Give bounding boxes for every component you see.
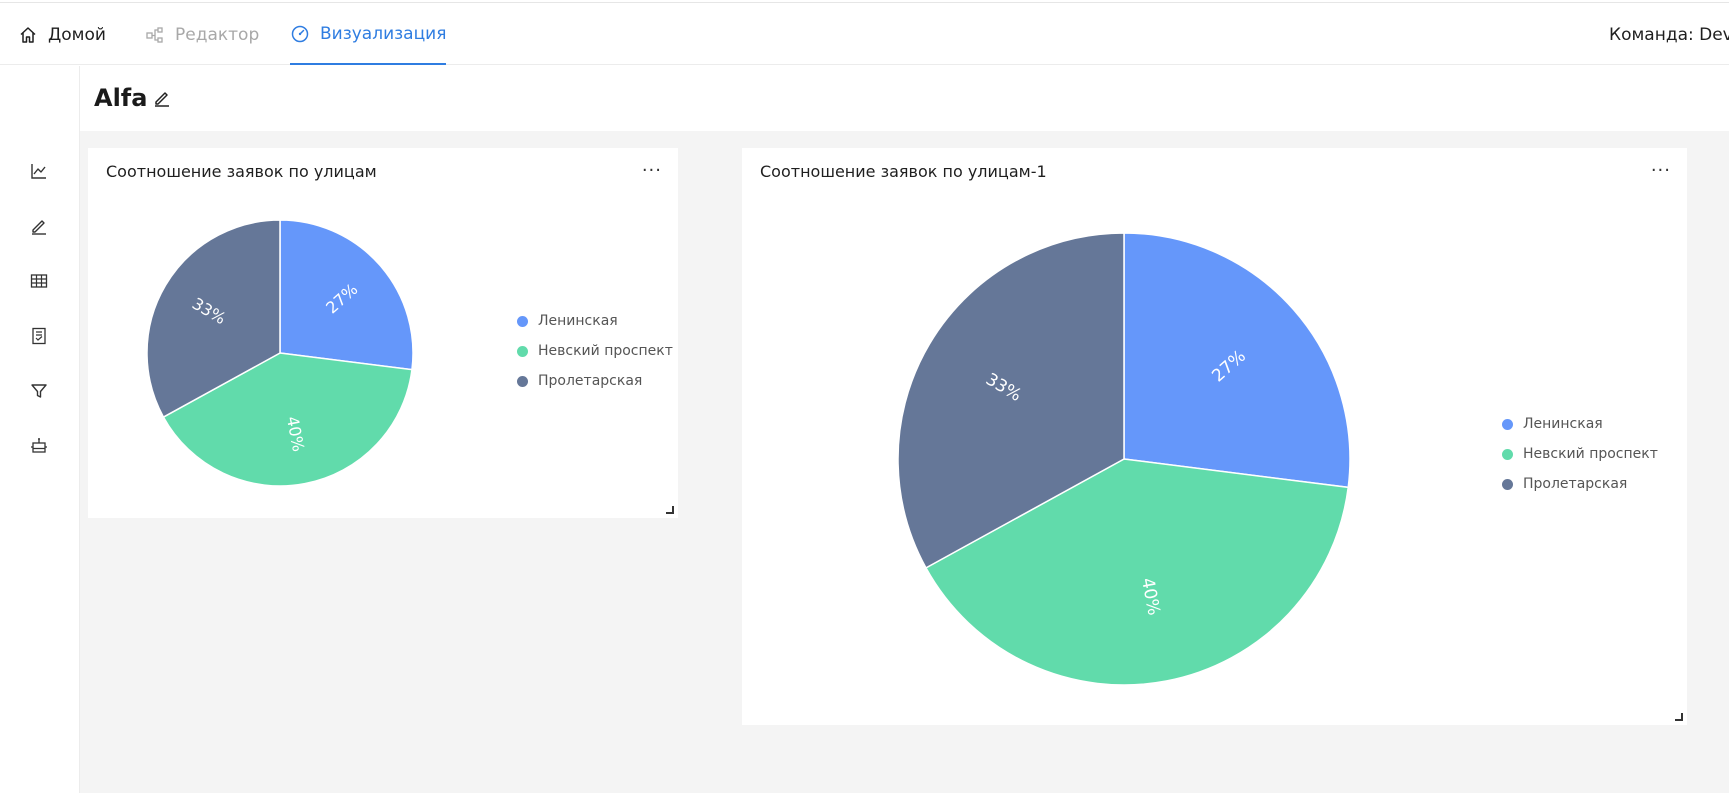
card-menu-button[interactable]: ... (641, 155, 662, 176)
line-chart-icon[interactable] (26, 158, 52, 184)
legend-swatch (1502, 448, 1513, 460)
dashboard-gauge-icon (290, 24, 310, 44)
legend-label: Невский проспект (538, 343, 673, 359)
legend-item[interactable]: Пролетарская (1502, 469, 1658, 499)
chart-card[interactable]: Соотношение заявок по улицам ... 27% 40% 3… (88, 148, 678, 518)
legend-label: Ленинская (1523, 416, 1603, 432)
page-title: Alfa (94, 84, 148, 112)
team-selector[interactable]: Команда: Devel (1609, 24, 1729, 45)
edit-title-button[interactable] (150, 86, 174, 110)
pie-slice[interactable] (279, 219, 414, 371)
pencil-icon[interactable] (26, 213, 52, 239)
pie-slice[interactable] (146, 219, 281, 419)
legend-item[interactable]: Невский проспект (1502, 439, 1658, 469)
legend-item[interactable]: Невский проспект (517, 336, 673, 366)
resize-handle[interactable] (666, 506, 674, 514)
legend-item[interactable]: Ленинская (1502, 409, 1658, 439)
legend-item[interactable]: Ленинская (517, 306, 673, 336)
pie-slice[interactable] (924, 458, 1350, 686)
tab-home[interactable]: Домой (18, 4, 106, 65)
left-toolbar (0, 66, 80, 793)
legend-swatch (517, 315, 528, 327)
top-border (0, 0, 1729, 3)
top-navbar: Домой Редактор Визуализация Команда: Dev… (0, 4, 1729, 65)
legend-swatch (517, 375, 528, 387)
card-menu-button[interactable]: ... (1650, 155, 1671, 176)
resize-handle[interactable] (1675, 713, 1683, 721)
legend-swatch (1502, 478, 1513, 490)
chart-title: Соотношение заявок по улицам (106, 162, 377, 181)
legend-swatch (517, 345, 528, 357)
legend-label: Ленинская (538, 313, 618, 329)
home-icon (18, 25, 38, 45)
legend-label: Пролетарская (538, 373, 643, 389)
table-icon[interactable] (26, 268, 52, 294)
pie-chart: 27%40%33% (146, 219, 414, 487)
tab-editor[interactable]: Редактор (145, 4, 259, 65)
robot-icon[interactable] (26, 433, 52, 459)
legend-label: Невский проспект (1523, 446, 1658, 462)
pie-chart: 27%40%33% (897, 232, 1351, 686)
flow-diagram-icon (145, 25, 165, 45)
pie-slice[interactable] (162, 352, 413, 487)
chart-title: Соотношение заявок по улицам-1 (760, 162, 1047, 181)
legend-swatch (1502, 418, 1513, 430)
legend-label: Пролетарская (1523, 476, 1628, 492)
tab-visualization-label: Визуализация (320, 23, 447, 44)
filter-icon[interactable] (26, 378, 52, 404)
pie-slice[interactable] (1123, 232, 1351, 489)
tab-editor-label: Редактор (175, 24, 260, 45)
chart-legend: Ленинская Невский проспект Пролетарская (1502, 409, 1658, 499)
chart-legend: Ленинская Невский проспект Пролетарская (517, 306, 673, 396)
tab-visualization[interactable]: Визуализация (290, 4, 447, 65)
tab-home-label: Домой (48, 24, 106, 45)
pencil-icon (152, 88, 172, 108)
dashboard-header: Alfa (80, 66, 1729, 131)
dashboard-canvas: Alfa Соотношение заявок по улицам ... 27… (80, 66, 1729, 793)
pie-slice[interactable] (897, 232, 1125, 569)
report-icon[interactable] (26, 323, 52, 349)
legend-item[interactable]: Пролетарская (517, 366, 673, 396)
chart-card[interactable]: Соотношение заявок по улицам-1 ... 27% 40… (742, 148, 1687, 725)
